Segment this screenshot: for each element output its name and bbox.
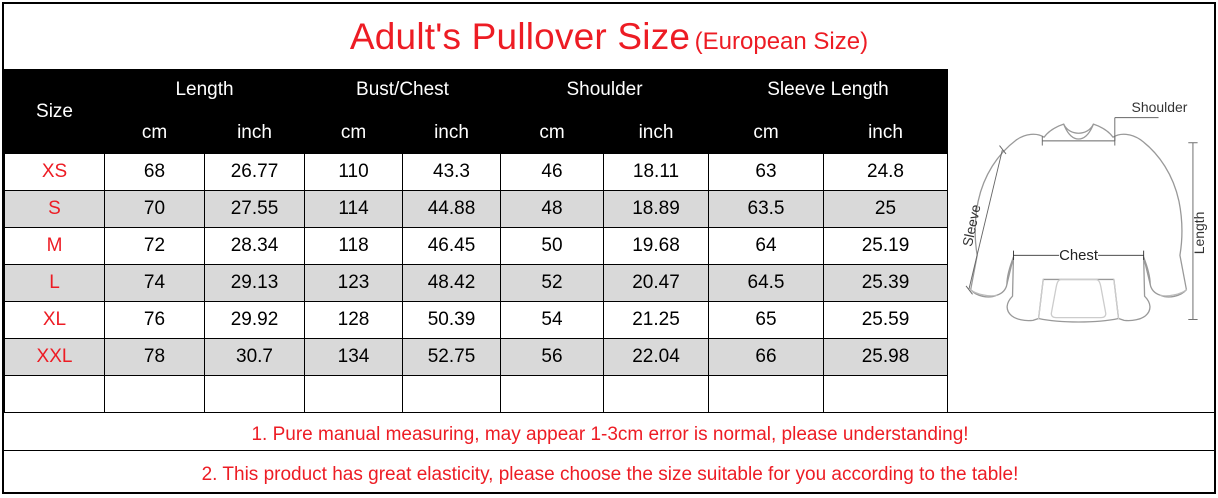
- svg-text:Shoulder: Shoulder: [1132, 99, 1188, 115]
- svg-text:Chest: Chest: [1059, 248, 1099, 264]
- svg-text:Length: Length: [1191, 211, 1207, 254]
- svg-text:Sleeve: Sleeve: [959, 202, 984, 247]
